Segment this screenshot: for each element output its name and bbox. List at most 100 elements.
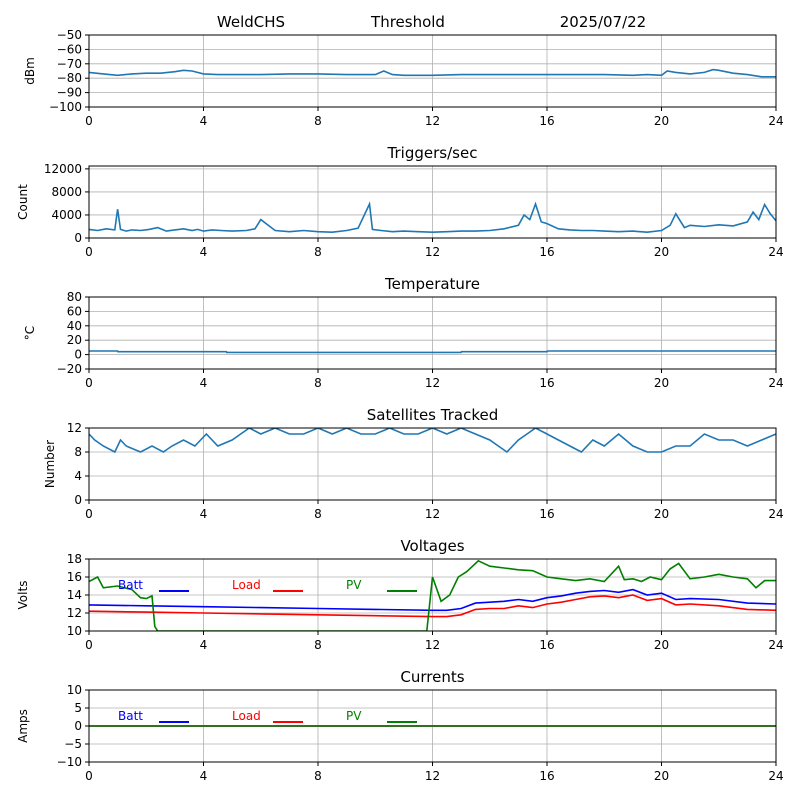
x-tick-label: 24 [768,245,783,259]
x-tick-label: 12 [425,376,440,390]
series-line-batt [89,588,776,612]
x-tick-label: 12 [425,769,440,783]
x-tick-label: 4 [200,769,208,783]
header-date: 2025/07/22 [560,13,646,31]
y-tick-label: 20 [67,333,82,347]
series-line-1 [89,68,776,78]
x-tick-label: 8 [314,114,322,128]
y-tick-label: −90 [57,86,82,100]
y-tick-label: −20 [57,362,82,376]
subplot-title: Temperature [384,275,480,293]
y-tick-label: 12 [67,421,82,435]
y-tick-label: −70 [57,57,82,71]
x-tick-label: 20 [654,507,669,521]
y-axis-label: dBm [23,57,37,85]
legend-label-load: Load [232,709,261,723]
subplot-title: Voltages [400,537,464,555]
x-tick-label: 20 [654,245,669,259]
x-tick-label: 0 [85,114,93,128]
subplot-2: 0 4 8 12 16 20 24 0 4000 8000 12000 Triggers/sec Cou… [16,144,784,259]
y-tick-label: 40 [67,319,82,333]
y-tick-label: 0 [74,493,82,507]
y-tick-label: −10 [57,755,82,769]
x-tick-label: 8 [314,245,322,259]
x-tick-label: 12 [425,638,440,652]
y-tick-label: 10 [67,624,82,638]
x-tick-label: 8 [314,638,322,652]
x-tick-label: 4 [200,376,208,390]
x-tick-label: 0 [85,638,93,652]
x-tick-label: 12 [425,245,440,259]
y-tick-label: −50 [57,28,82,42]
x-tick-label: 20 [654,638,669,652]
y-tick-label: 0 [74,719,82,733]
y-tick-label: 16 [67,570,82,584]
x-tick-label: 4 [200,245,208,259]
x-tick-label: 0 [85,507,93,521]
x-tick-label: 16 [539,114,554,128]
x-tick-label: 8 [314,376,322,390]
y-tick-label: 10 [67,683,82,697]
x-tick-label: 0 [85,376,93,390]
y-tick-label: 18 [67,552,82,566]
x-tick-label: 20 [654,769,669,783]
series-line-pv [89,559,776,631]
x-tick-label: 12 [425,114,440,128]
x-tick-label: 24 [768,638,783,652]
y-tick-label: 14 [67,588,82,602]
legend-label-pv: PV [346,709,362,723]
x-tick-label: 0 [85,245,93,259]
series-line-1 [89,350,776,354]
header-mode: Threshold [370,13,445,31]
x-tick-label: 24 [768,769,783,783]
y-tick-label: 60 [67,304,82,318]
x-tick-label: 20 [654,376,669,390]
series-line-1 [89,428,776,454]
subplot-title: Triggers/sec [387,144,478,162]
y-tick-label: 80 [67,290,82,304]
x-tick-label: 4 [200,638,208,652]
legend-label-batt: Batt [118,578,143,592]
header-site: WeldCHS [217,13,285,31]
x-tick-label: 20 [654,114,669,128]
x-tick-label: 16 [539,245,554,259]
series-line-1 [89,201,776,234]
y-tick-label: 8000 [51,185,82,199]
legend-label-load: Load [232,578,261,592]
y-axis-label: Volts [16,581,30,610]
x-tick-label: 24 [768,507,783,521]
y-tick-label: −5 [64,737,82,751]
subplot-6: 0 4 8 12 16 20 24 −10 −5 0 5 10 Currents Amps Batt Load… [16,668,784,783]
subplot-1: 0 4 8 12 16 20 24 −100−90−80−70−60−50 dBm [23,28,784,128]
x-tick-label: 24 [768,114,783,128]
subplot-title: Currents [400,668,464,686]
y-tick-label: 8 [74,445,82,459]
y-tick-label: −80 [57,71,82,85]
x-tick-label: 8 [314,507,322,521]
y-axis-label: Number [43,440,57,488]
x-tick-label: 16 [539,507,554,521]
y-tick-label: 4 [74,469,82,483]
subplot-title: Satellites Tracked [367,406,498,424]
x-tick-label: 16 [539,376,554,390]
x-tick-label: 4 [200,507,208,521]
subplot-5: 0 4 8 12 16 20 24 10 12 14 16 18 Voltages Volts Batt Lo… [16,537,784,652]
y-tick-label: 4000 [51,208,82,222]
x-tick-label: 0 [85,769,93,783]
legend-label-pv: PV [346,578,362,592]
y-tick-label: 5 [74,701,82,715]
y-tick-label: 0 [74,348,82,362]
legend-label-batt: Batt [118,709,143,723]
x-tick-label: 16 [539,638,554,652]
y-tick-label: 0 [74,231,82,245]
y-tick-label: −60 [57,42,82,56]
subplot-4: 0 4 8 12 16 20 24 0 4 8 12 Satellites Tracked Number [43,406,784,521]
x-tick-label: 12 [425,507,440,521]
y-axis-label: Count [16,184,30,220]
x-tick-label: 16 [539,769,554,783]
y-tick-label: −100 [49,100,82,114]
x-tick-label: 24 [768,376,783,390]
